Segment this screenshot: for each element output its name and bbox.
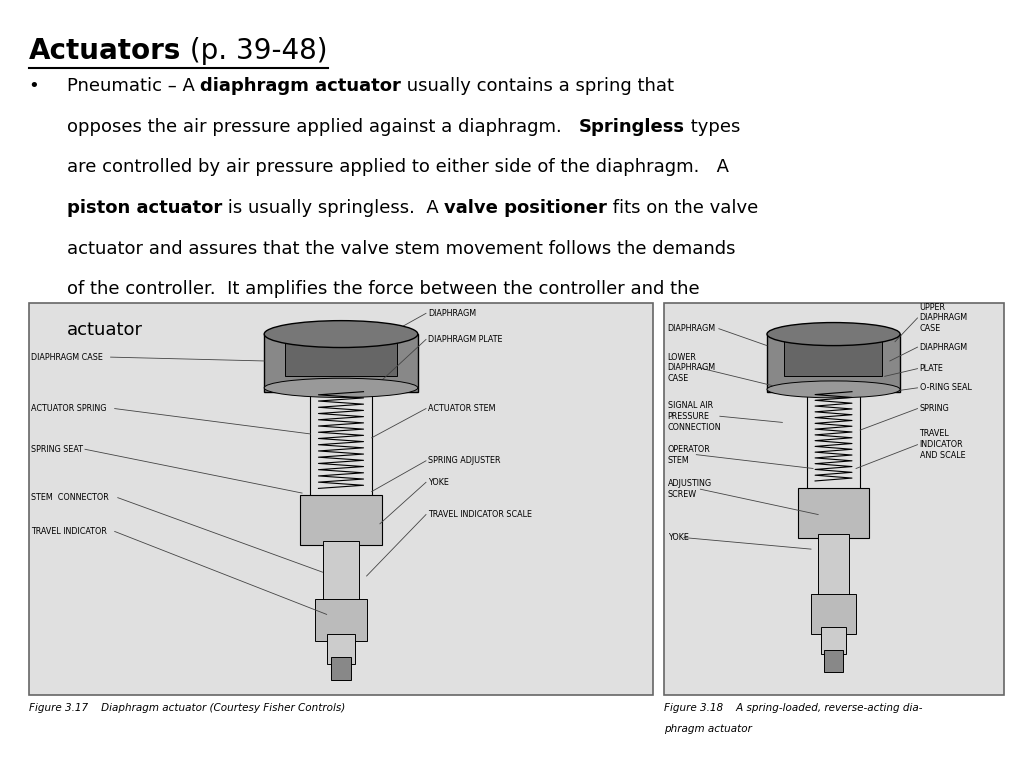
Bar	[300, 495, 382, 545]
Text: YOKE: YOKE	[668, 533, 688, 542]
Text: TRAVEL INDICATOR SCALE: TRAVEL INDICATOR SCALE	[428, 510, 532, 519]
Text: SPRING ADJUSTER: SPRING ADJUSTER	[428, 456, 501, 465]
Text: SIGNAL AIR: SIGNAL AIR	[668, 401, 713, 410]
Text: CONNECTION: CONNECTION	[668, 422, 721, 432]
Text: DIAPHRAGM CASE: DIAPHRAGM CASE	[31, 353, 102, 362]
Text: Actuators: Actuators	[29, 37, 181, 65]
Bar	[323, 541, 359, 607]
Text: SCREW: SCREW	[668, 490, 696, 499]
Text: O-RING SEAL: O-RING SEAL	[920, 383, 972, 392]
Text: UPPER: UPPER	[920, 303, 945, 312]
Bar	[331, 657, 351, 680]
Text: TRAVEL: TRAVEL	[920, 429, 949, 439]
Bar	[264, 334, 418, 392]
Text: of the controller.  It amplifies the force between the controller and the: of the controller. It amplifies the forc…	[67, 280, 699, 298]
Text: actuator: actuator	[67, 321, 142, 339]
Text: CASE: CASE	[668, 374, 689, 383]
Text: ADJUSTING: ADJUSTING	[668, 479, 712, 488]
Text: STEM: STEM	[668, 455, 689, 465]
Text: DIAPHRAGM: DIAPHRAGM	[428, 309, 476, 318]
Text: SPRING SEAT: SPRING SEAT	[31, 445, 83, 454]
Text: CASE: CASE	[920, 324, 941, 333]
Ellipse shape	[767, 323, 900, 346]
Bar	[807, 388, 860, 492]
Bar	[811, 594, 856, 634]
Text: DIAPHRAGM: DIAPHRAGM	[920, 343, 968, 352]
Text: LOWER: LOWER	[668, 353, 696, 362]
Text: diaphragm actuator: diaphragm actuator	[200, 77, 401, 94]
Text: SPRING: SPRING	[920, 404, 949, 413]
Text: PRESSURE: PRESSURE	[668, 412, 710, 421]
Text: ACTUATOR SPRING: ACTUATOR SPRING	[31, 404, 106, 413]
Text: types: types	[685, 118, 740, 135]
Text: DIAPHRAGM: DIAPHRAGM	[668, 363, 716, 372]
Text: •: •	[29, 77, 39, 94]
Bar	[818, 534, 849, 599]
Text: Figure 3.17    Diaphragm actuator (Courtesy Fisher Controls): Figure 3.17 Diaphragm actuator (Courtesy…	[29, 703, 345, 713]
Text: is usually springless.  A: is usually springless. A	[222, 199, 444, 217]
Text: YOKE: YOKE	[428, 478, 449, 487]
Bar	[310, 388, 372, 499]
Text: Springless: Springless	[579, 118, 685, 135]
Bar	[315, 599, 367, 641]
Text: phragm actuator: phragm actuator	[664, 724, 752, 734]
Text: actuator and assures that the valve stem movement follows the demands: actuator and assures that the valve stem…	[67, 240, 735, 257]
Ellipse shape	[767, 381, 900, 398]
Text: Figure 3.18    A spring-loaded, reverse-acting dia-: Figure 3.18 A spring-loaded, reverse-act…	[664, 703, 922, 713]
Text: DIAPHRAGM PLATE: DIAPHRAGM PLATE	[428, 335, 503, 344]
Text: DIAPHRAGM: DIAPHRAGM	[668, 324, 716, 333]
Text: INDICATOR: INDICATOR	[920, 440, 964, 449]
Bar	[824, 650, 843, 672]
Text: PLATE: PLATE	[920, 364, 943, 373]
Text: OPERATOR: OPERATOR	[668, 445, 711, 454]
Text: fits on the valve: fits on the valve	[607, 199, 759, 217]
Text: ACTUATOR STEM: ACTUATOR STEM	[428, 404, 496, 413]
Bar	[327, 634, 355, 664]
Bar	[29, 303, 653, 695]
Ellipse shape	[264, 321, 418, 348]
Bar	[767, 334, 900, 392]
Text: AND SCALE: AND SCALE	[920, 451, 966, 460]
Text: Pneumatic – A: Pneumatic – A	[67, 77, 200, 94]
Ellipse shape	[264, 379, 418, 398]
Bar	[285, 330, 397, 376]
Bar	[784, 332, 882, 376]
Text: usually contains a spring that: usually contains a spring that	[401, 77, 674, 94]
Bar	[664, 303, 1004, 695]
Text: (p. 39-48): (p. 39-48)	[181, 37, 328, 65]
Text: STEM  CONNECTOR: STEM CONNECTOR	[31, 493, 109, 502]
Text: piston actuator: piston actuator	[67, 199, 222, 217]
Bar	[798, 488, 869, 538]
Text: opposes the air pressure applied against a diaphragm.: opposes the air pressure applied against…	[67, 118, 579, 135]
Text: are controlled by air pressure applied to either side of the diaphragm.   A: are controlled by air pressure applied t…	[67, 158, 728, 176]
Text: valve positioner: valve positioner	[444, 199, 607, 217]
Text: TRAVEL INDICATOR: TRAVEL INDICATOR	[31, 527, 106, 536]
Text: DIAPHRAGM: DIAPHRAGM	[920, 313, 968, 323]
Bar	[821, 627, 846, 654]
